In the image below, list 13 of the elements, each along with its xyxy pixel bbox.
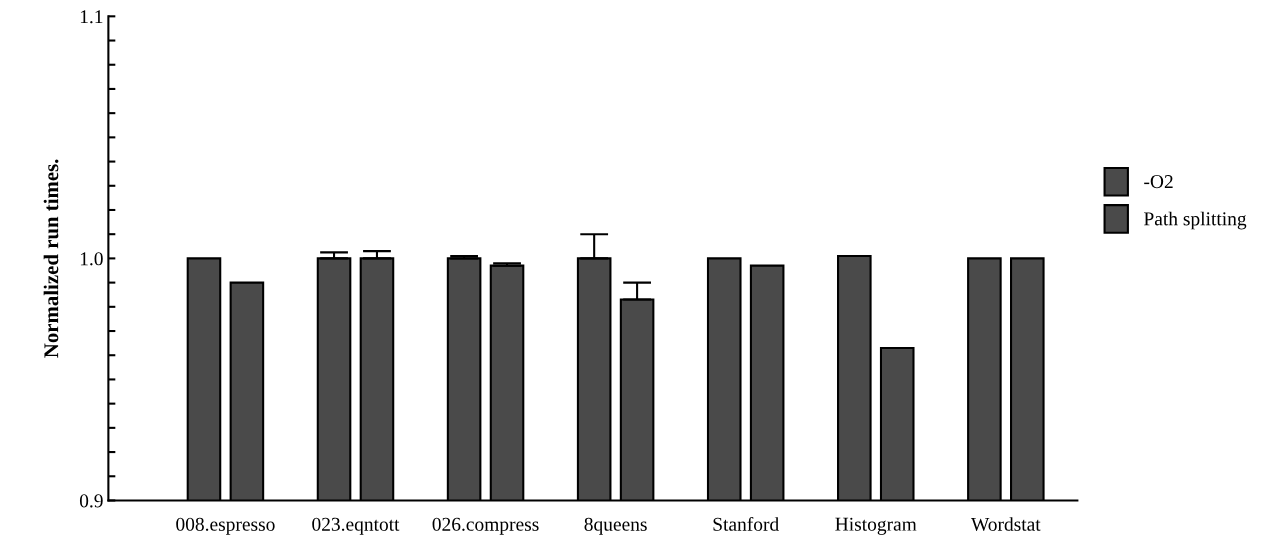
y-tick-label: 1.1 [80, 10, 103, 24]
x-tick-label: 026.compress [432, 517, 539, 535]
legend-label: -O2 [1144, 175, 1173, 189]
y-tick-label: 1.0 [80, 252, 103, 266]
x-tick-label: 008.espresso [176, 517, 275, 535]
y-axis-title: Normalized run times. [43, 159, 59, 358]
x-tick-label: Histogram [835, 517, 917, 535]
legend-label: Path splitting [1144, 211, 1247, 230]
y-tick-label: 0.9 [79, 494, 103, 508]
x-tick-label: 8queens [584, 517, 647, 535]
x-tick-label: 023.eqntott [312, 517, 400, 535]
x-tick-label: Stanford [713, 516, 779, 531]
x-tick-label: Wordstat [971, 517, 1041, 531]
